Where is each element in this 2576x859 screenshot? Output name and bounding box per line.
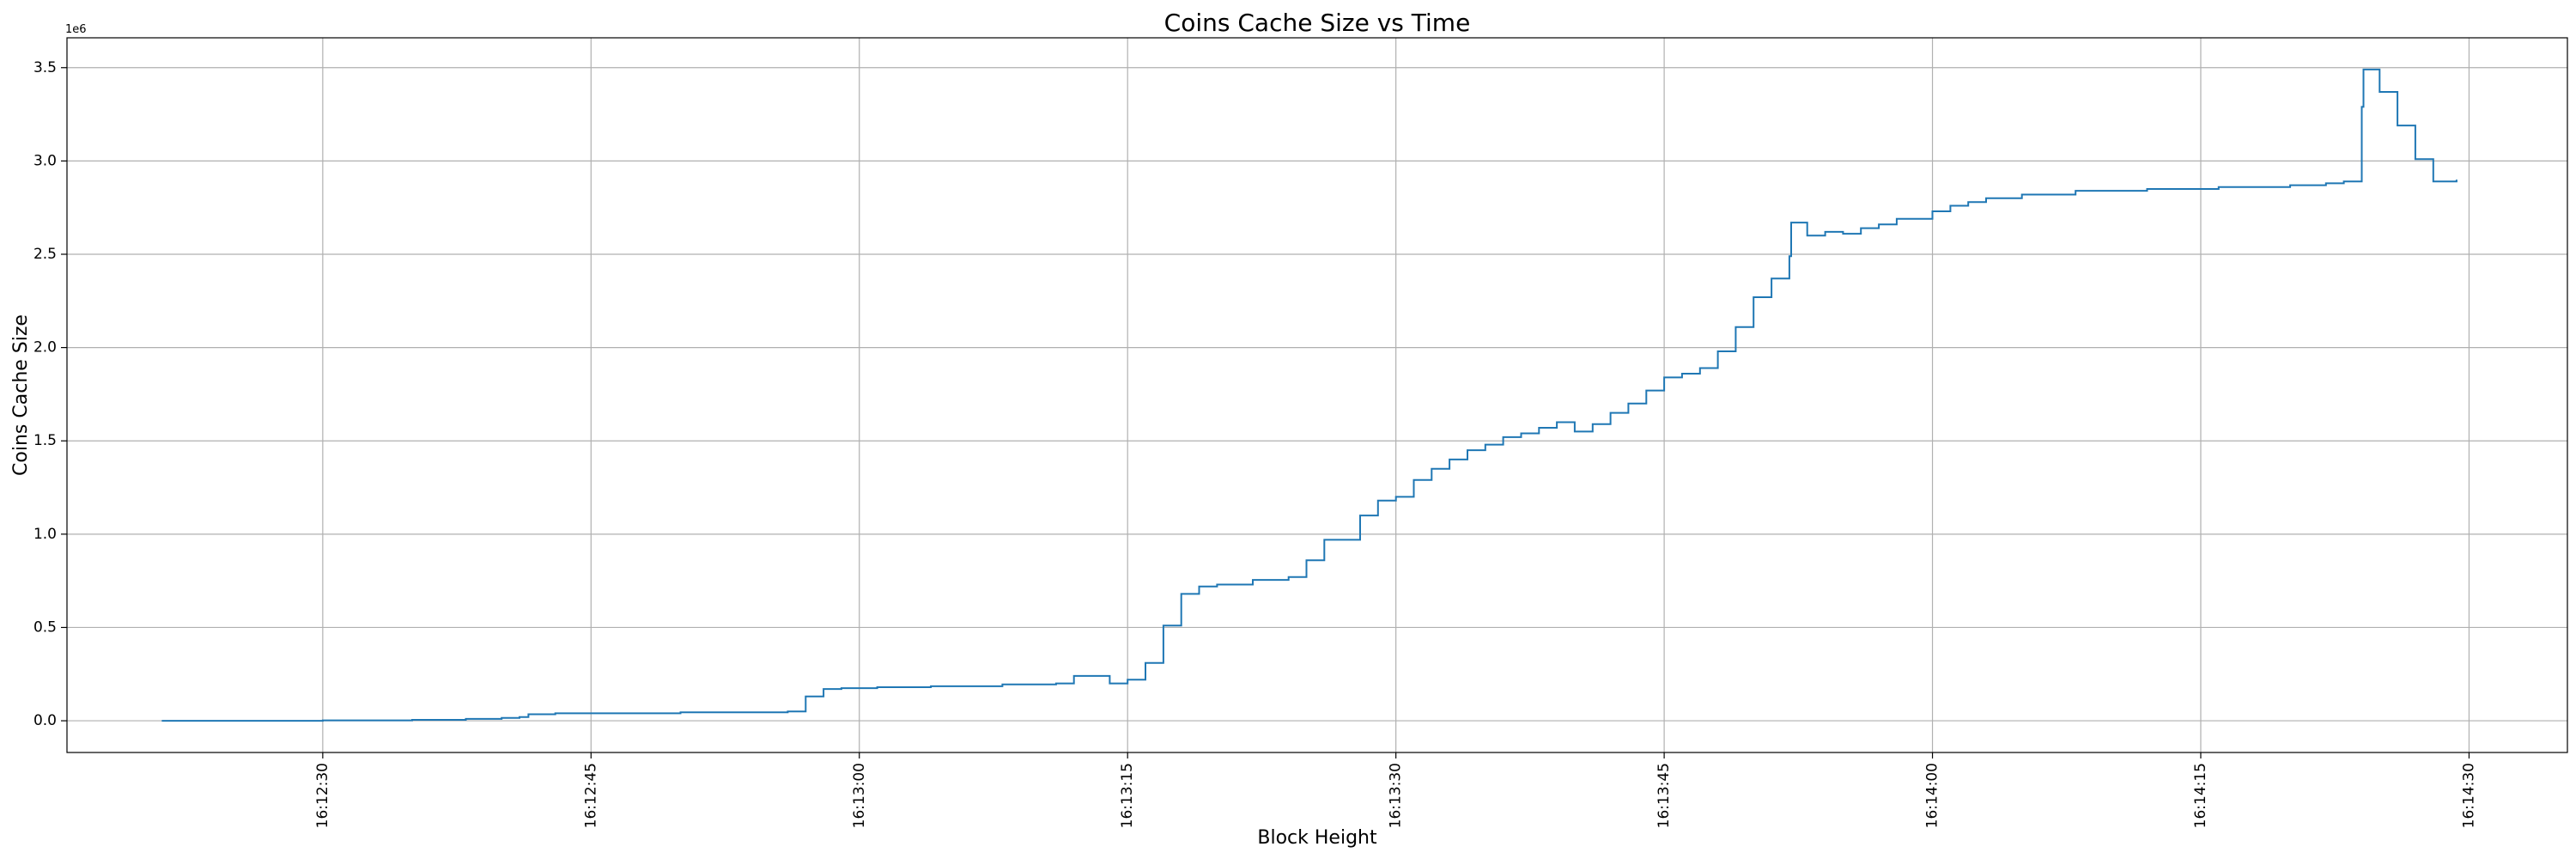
y-axis-ticks: 0.0 0.5 1.0 1.5 2.0 2.5 3.0 3.5 [33, 59, 67, 729]
y-tick-label: 2.5 [33, 246, 57, 263]
series-layer [161, 68, 2458, 722]
y-tick-label: 1.5 [33, 432, 57, 449]
y-axis-offset-label: 1e6 [65, 23, 87, 36]
y-tick-label: 0.5 [33, 618, 57, 636]
y-tick-label: 1.0 [33, 526, 57, 543]
x-tick-label: 16:13:15 [1119, 763, 1136, 828]
x-tick-label: 16:14:00 [1924, 763, 1941, 828]
x-axis-ticks: 16:12:30 16:12:45 16:13:00 16:13:15 16:13:30… [314, 752, 2477, 828]
y-tick-label: 0.0 [33, 712, 57, 729]
grid-lines [67, 38, 2567, 752]
plot-frame [66, 37, 2568, 753]
x-tick-label: 16:14:15 [2192, 763, 2209, 828]
x-tick-label: 16:13:00 [851, 763, 868, 828]
x-tick-label: 16:14:30 [2460, 763, 2477, 828]
x-axis-title: Block Height [1257, 827, 1377, 849]
x-tick-label: 16:13:30 [1388, 763, 1405, 828]
series-line [161, 68, 2458, 722]
y-tick-label: 2.0 [33, 339, 57, 356]
y-axis-title: Coins Cache Size [10, 314, 32, 476]
y-tick-label: 3.0 [33, 152, 57, 169]
x-tick-label: 16:13:45 [1656, 763, 1673, 828]
y-tick-label: 3.5 [33, 59, 57, 76]
x-tick-label: 16:12:45 [582, 763, 599, 828]
x-tick-label: 16:12:30 [314, 763, 331, 828]
chart-title: Coins Cache Size vs Time [1164, 9, 1471, 37]
